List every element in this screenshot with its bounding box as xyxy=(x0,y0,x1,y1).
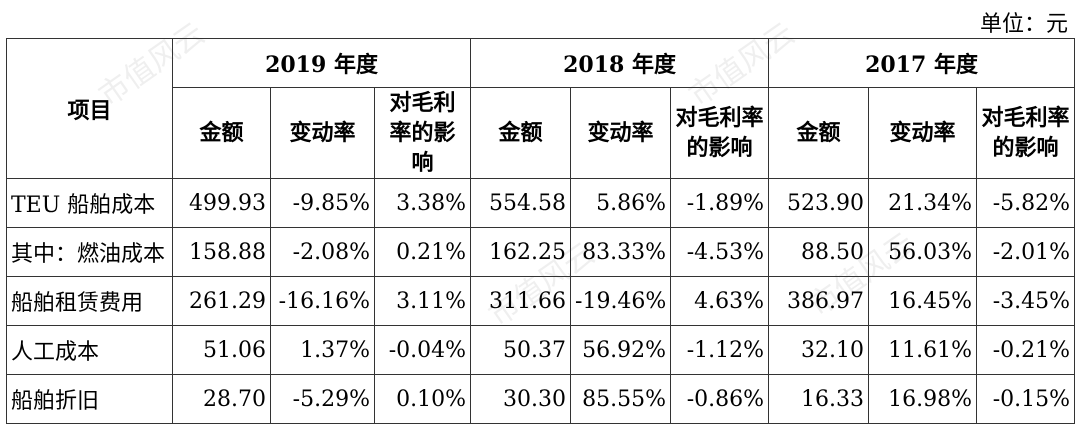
cell-value: -0.15% xyxy=(976,374,1076,424)
cell-value: -19.46% xyxy=(570,276,672,326)
cell-value: 4.63% xyxy=(670,276,770,326)
cell-value: 32.10 xyxy=(768,325,870,375)
cell-value: -1.12% xyxy=(670,325,770,375)
cell-value: 311.66 xyxy=(470,276,572,326)
cell-value: 16.98% xyxy=(868,374,978,424)
cell-value: 51.06 xyxy=(172,325,271,375)
header-gross-margin-impact: 对毛利率的影响 xyxy=(373,87,472,179)
unit-label: 单位：元 xyxy=(979,12,1068,37)
row-label: 其中：燃油成本 xyxy=(6,227,173,277)
cell-value: 85.55% xyxy=(570,374,672,424)
table-row: 船舶租赁费用 261.29 -16.16% 3.11% 311.66 -19.4… xyxy=(6,276,1076,326)
header-year-2017: 2017 年度 xyxy=(768,38,1076,88)
header-year-2018: 2018 年度 xyxy=(470,38,770,88)
header-change-rate: 变动率 xyxy=(570,87,672,179)
cell-value: 0.10% xyxy=(373,374,472,424)
cell-value: -2.01% xyxy=(976,227,1076,277)
cell-value: 16.45% xyxy=(868,276,978,326)
row-label: 船舶折旧 xyxy=(6,374,173,424)
cell-value: 158.88 xyxy=(172,227,271,277)
cell-value: 3.38% xyxy=(373,178,472,228)
header-amount: 金额 xyxy=(172,87,271,179)
cell-value: 1.37% xyxy=(270,325,375,375)
cell-value: 16.33 xyxy=(768,374,870,424)
cell-value: -16.16% xyxy=(270,276,375,326)
cell-value: 56.03% xyxy=(868,227,978,277)
cell-value: -3.45% xyxy=(976,276,1076,326)
cell-value: 83.33% xyxy=(570,227,672,277)
cell-value: 50.37 xyxy=(470,325,572,375)
cell-value: 88.50 xyxy=(768,227,870,277)
cell-value: 11.61% xyxy=(868,325,978,375)
table-row: 人工成本 51.06 1.37% -0.04% 50.37 56.92% -1.… xyxy=(6,325,1076,375)
header-change-rate: 变动率 xyxy=(868,87,978,179)
header-gross-margin-impact: 对毛利率的影响 xyxy=(670,87,770,179)
row-label: 船舶租赁费用 xyxy=(6,276,173,326)
table-row: 船舶折旧 28.70 -5.29% 0.10% 30.30 85.55% -0.… xyxy=(6,374,1076,424)
cell-value: -0.04% xyxy=(373,325,472,375)
cell-value: 0.21% xyxy=(373,227,472,277)
cost-table: 项目 2019 年度 2018 年度 2017 年度 金额 变动率 对毛利率的影… xyxy=(6,38,1076,424)
cell-value: 554.58 xyxy=(470,178,572,228)
cell-value: 3.11% xyxy=(373,276,472,326)
cell-value: -1.89% xyxy=(670,178,770,228)
header-amount: 金额 xyxy=(470,87,572,179)
cell-value: -9.85% xyxy=(270,178,375,228)
row-label: TEU 船舶成本 xyxy=(6,178,173,228)
header-gross-margin-impact: 对毛利率的影响 xyxy=(976,87,1076,179)
cell-value: 5.86% xyxy=(570,178,672,228)
cell-value: 56.92% xyxy=(570,325,672,375)
cell-value: -0.86% xyxy=(670,374,770,424)
cell-value: 386.97 xyxy=(768,276,870,326)
cell-value: 28.70 xyxy=(172,374,271,424)
header-change-rate: 变动率 xyxy=(270,87,375,179)
cell-value: 21.34% xyxy=(868,178,978,228)
header-year-2019: 2019 年度 xyxy=(171,38,472,88)
cell-value: 523.90 xyxy=(768,178,870,228)
cell-value: -5.29% xyxy=(270,374,375,424)
cell-value: -4.53% xyxy=(670,227,770,277)
row-label: 人工成本 xyxy=(6,325,173,375)
header-item: 项目 xyxy=(6,38,173,179)
cell-value: -2.08% xyxy=(270,227,375,277)
header-amount: 金额 xyxy=(768,87,870,179)
cell-value: 162.25 xyxy=(470,227,572,277)
cell-value: 499.93 xyxy=(172,178,271,228)
cell-value: 30.30 xyxy=(470,374,572,424)
cell-value: 261.29 xyxy=(172,276,271,326)
table-row: 其中：燃油成本 158.88 -2.08% 0.21% 162.25 83.33… xyxy=(6,227,1076,277)
cell-value: -0.21% xyxy=(976,325,1076,375)
cell-value: -5.82% xyxy=(976,178,1076,228)
table-row: TEU 船舶成本 499.93 -9.85% 3.38% 554.58 5.86… xyxy=(6,178,1076,228)
